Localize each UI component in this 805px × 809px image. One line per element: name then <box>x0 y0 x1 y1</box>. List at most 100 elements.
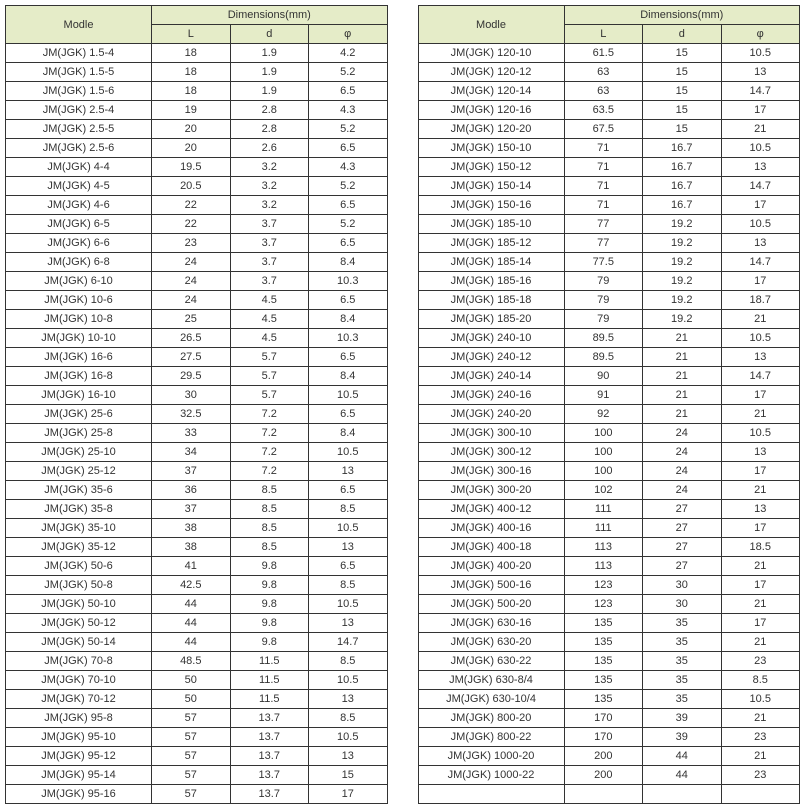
cell-model: JM(JGK) 50-12 <box>6 614 152 633</box>
cell-model: JM(JGK) 630-10/4 <box>418 690 564 709</box>
cell-model: JM(JGK) 25-6 <box>6 405 152 424</box>
cell-model: JM(JGK) 95-10 <box>6 728 152 747</box>
cell-model: JM(JGK) 4-6 <box>6 196 152 215</box>
cell-phi: 17 <box>721 462 800 481</box>
cell-phi: 13 <box>721 500 800 519</box>
cell-l: 29.5 <box>152 367 230 386</box>
header-model: Modle <box>6 6 152 44</box>
cell-d: 4.5 <box>230 310 308 329</box>
table-row: JM(JGK) 70-125011.513 <box>6 690 388 709</box>
table-row: JM(JGK) 120-12631513 <box>418 63 800 82</box>
cell-d: 1.9 <box>230 63 308 82</box>
cell-l: 170 <box>564 728 642 747</box>
cell-d: 16.7 <box>643 158 721 177</box>
cell-l: 170 <box>564 709 642 728</box>
cell-d: 5.7 <box>230 348 308 367</box>
cell-model: JM(JGK) 10-8 <box>6 310 152 329</box>
cell-d: 21 <box>643 386 721 405</box>
cell-d: 9.8 <box>230 614 308 633</box>
cell-phi: 13 <box>721 443 800 462</box>
cell-d: 19.2 <box>643 234 721 253</box>
cell-l: 111 <box>564 500 642 519</box>
tables-container: ModleDimensions(mm)LdφJM(JGK) 1.5-4181.9… <box>5 5 800 804</box>
cell-d: 35 <box>643 671 721 690</box>
cell-model: JM(JGK) 10-10 <box>6 329 152 348</box>
cell-l: 19.5 <box>152 158 230 177</box>
cell-l: 24 <box>152 253 230 272</box>
cell-phi: 10.5 <box>309 595 388 614</box>
header-l: L <box>152 25 230 44</box>
table-header-row: ModleDimensions(mm) <box>6 6 388 25</box>
table-row: JM(JGK) 185-1477.519.214.7 <box>418 253 800 272</box>
cell-model: JM(JGK) 4-4 <box>6 158 152 177</box>
cell-phi: 13 <box>309 747 388 766</box>
cell-model: JM(JGK) 630-22 <box>418 652 564 671</box>
cell-phi: 17 <box>721 386 800 405</box>
table-row: JM(JGK) 50-10449.810.5 <box>6 595 388 614</box>
cell-d: 16.7 <box>643 196 721 215</box>
cell-d: 3.7 <box>230 234 308 253</box>
cell-l: 18 <box>152 44 230 63</box>
cell-d: 21 <box>643 367 721 386</box>
cell-phi: 17 <box>721 272 800 291</box>
cell-phi: 13 <box>721 234 800 253</box>
cell-model: JM(JGK) 500-20 <box>418 595 564 614</box>
cell-l: 24 <box>152 272 230 291</box>
cell-phi: 10.3 <box>309 272 388 291</box>
cell-phi: 21 <box>721 120 800 139</box>
table-row <box>418 785 800 804</box>
cell-model: JM(JGK) 16-10 <box>6 386 152 405</box>
cell-phi: 21 <box>721 633 800 652</box>
cell-model: JM(JGK) 120-14 <box>418 82 564 101</box>
cell-l: 41 <box>152 557 230 576</box>
cell-l: 24 <box>152 291 230 310</box>
cell-d: 27 <box>643 538 721 557</box>
cell-phi: 6.5 <box>309 82 388 101</box>
cell-d: 44 <box>643 766 721 785</box>
cell-l: 19 <box>152 101 230 120</box>
cell-model: JM(JGK) 300-12 <box>418 443 564 462</box>
cell-d: 5.7 <box>230 367 308 386</box>
table-row: JM(JGK) 25-10347.210.5 <box>6 443 388 462</box>
header-d: d <box>230 25 308 44</box>
cell-d: 19.2 <box>643 215 721 234</box>
cell-phi: 21 <box>721 747 800 766</box>
table-row: JM(JGK) 16-10305.710.5 <box>6 386 388 405</box>
table-row: JM(JGK) 500-201233021 <box>418 595 800 614</box>
cell-l: 135 <box>564 690 642 709</box>
table-row: JM(JGK) 50-6419.86.5 <box>6 557 388 576</box>
table-row: JM(JGK) 95-145713.715 <box>6 766 388 785</box>
cell-l: 113 <box>564 557 642 576</box>
cell-l: 77 <box>564 234 642 253</box>
cell-model: JM(JGK) 35-6 <box>6 481 152 500</box>
cell-l: 57 <box>152 728 230 747</box>
cell-l: 67.5 <box>564 120 642 139</box>
table-row: JM(JGK) 150-147116.714.7 <box>418 177 800 196</box>
table-row: JM(JGK) 4-520.53.25.2 <box>6 177 388 196</box>
table-row: JM(JGK) 800-201703921 <box>418 709 800 728</box>
cell-model: JM(JGK) 2.5-4 <box>6 101 152 120</box>
cell-d: 15 <box>643 120 721 139</box>
cell-model: JM(JGK) 35-8 <box>6 500 152 519</box>
table-row: JM(JGK) 25-8337.28.4 <box>6 424 388 443</box>
cell-phi: 13 <box>309 614 388 633</box>
cell-phi: 21 <box>721 709 800 728</box>
cell-d: 19.2 <box>643 253 721 272</box>
cell-l: 50 <box>152 690 230 709</box>
table-row: JM(JGK) 300-101002410.5 <box>418 424 800 443</box>
cell-model: JM(JGK) 240-10 <box>418 329 564 348</box>
cell-l: 18 <box>152 82 230 101</box>
header-dimensions: Dimensions(mm) <box>564 6 799 25</box>
cell-d: 4.5 <box>230 329 308 348</box>
cell-l: 42.5 <box>152 576 230 595</box>
table-row: JM(JGK) 630-8/4135358.5 <box>418 671 800 690</box>
cell-model: JM(JGK) 25-10 <box>6 443 152 462</box>
cell-phi: 10.5 <box>721 424 800 443</box>
cell-l: 23 <box>152 234 230 253</box>
table-row: JM(JGK) 16-627.55.76.5 <box>6 348 388 367</box>
cell-phi: 6.5 <box>309 291 388 310</box>
cell-l: 57 <box>152 747 230 766</box>
cell-model: JM(JGK) 300-20 <box>418 481 564 500</box>
cell-model: JM(JGK) 70-8 <box>6 652 152 671</box>
cell-phi: 8.4 <box>309 424 388 443</box>
